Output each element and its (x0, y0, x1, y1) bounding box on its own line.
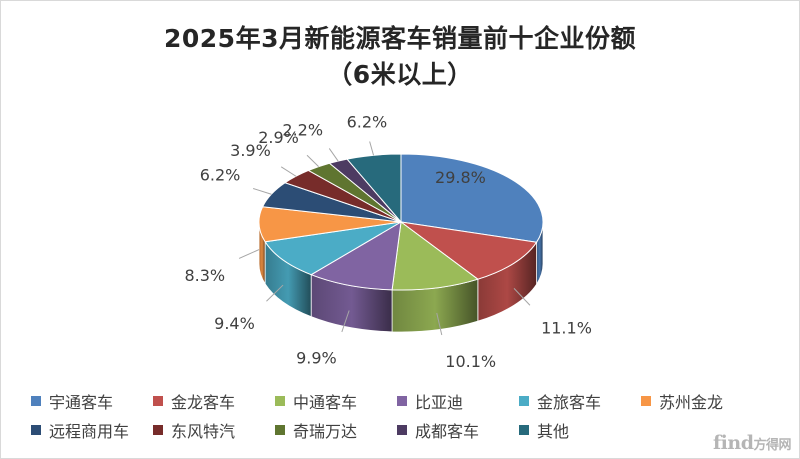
chart-subtitle: （6米以上） (327, 60, 473, 89)
label-leader-6 (238, 249, 260, 259)
legend-item-11: 其他 (519, 418, 641, 442)
legend-item-8: 东风特汽 (153, 418, 275, 442)
pie-slice-2 (400, 221, 538, 280)
legend-item-10: 成都客车 (397, 418, 519, 442)
legend-swatch-8 (153, 425, 163, 435)
legend-swatch-9 (275, 425, 285, 435)
label-leader-9 (306, 154, 319, 167)
legend-item-9: 奇瑞万达 (275, 418, 397, 442)
chart-title: 2025年3月新能源客车销量前十企业份额 (164, 24, 636, 53)
label-leader-11 (369, 141, 374, 156)
watermark-site: 方得网 (753, 438, 791, 453)
label-leader-8 (280, 166, 297, 177)
legend-swatch-4 (397, 396, 407, 406)
legend-swatch-10 (397, 425, 407, 435)
pie-slice-4 (310, 221, 402, 291)
legend-item-5: 金旅客车 (519, 389, 641, 413)
legend-label-1: 宇通客车 (49, 393, 114, 412)
data-label-11: 6.2% (347, 113, 388, 132)
data-label-5: 9.4% (214, 314, 255, 333)
legend-label-11: 其他 (537, 422, 570, 441)
data-label-1: 29.8% (435, 168, 486, 187)
legend-swatch-2 (153, 396, 163, 406)
label-leader-7 (252, 188, 272, 195)
label-leader-2 (513, 288, 531, 306)
legend-swatch-6 (641, 396, 651, 406)
legend: 宇通客车 金龙客车 中通客车 比亚迪 金旅客车 苏州金龙 (31, 389, 763, 413)
label-leader-5 (266, 284, 284, 302)
data-label-7: 6.2% (200, 165, 241, 184)
legend-label-9: 奇瑞万达 (293, 422, 358, 441)
legend-row-2: 远程商用车 东风特汽 奇瑞万达 成都客车 其他 (31, 418, 641, 442)
legend-label-10: 成都客车 (415, 422, 480, 441)
legend-item-6: 苏州金龙 (641, 389, 763, 413)
data-label-8: 3.9% (230, 141, 271, 160)
legend-item-7: 远程商用车 (31, 418, 153, 442)
legend-label-2: 金龙客车 (171, 393, 236, 412)
legend-item-4: 比亚迪 (397, 389, 519, 413)
label-leader-4 (341, 310, 350, 333)
legend-swatch-5 (519, 396, 529, 406)
legend-swatch-3 (275, 396, 285, 406)
data-label-3: 10.1% (445, 352, 496, 371)
data-label-4: 9.9% (296, 349, 337, 368)
legend-item-2: 金龙客车 (153, 389, 275, 413)
legend-label-5: 金旅客车 (537, 393, 602, 412)
watermark: find方得网 (712, 432, 792, 454)
legend-item-3: 中通客车 (275, 389, 397, 413)
pie-slice-1 (400, 153, 544, 243)
legend-item-1: 宇通客车 (31, 389, 153, 413)
pie-slice-3 (391, 221, 479, 291)
legend-label-3: 中通客车 (293, 393, 358, 412)
pie-slice-11 (346, 153, 402, 224)
data-label-2: 11.1% (541, 319, 592, 338)
legend-label-7: 远程商用车 (49, 422, 130, 441)
watermark-brand: find (712, 432, 754, 454)
data-label-6: 8.3% (184, 266, 225, 285)
legend-label-6: 苏州金龙 (659, 393, 724, 412)
legend-label-4: 比亚迪 (415, 393, 464, 412)
label-leader-10 (328, 148, 339, 162)
pie-slices (258, 153, 544, 291)
pie-slice-5 (264, 221, 402, 276)
data-labels: 29.8% 11.1% 10.1% 9.9% 9.4% 8.3% 6.2% 3.9%2.9%2… (184, 113, 591, 371)
legend-swatch-7 (31, 425, 41, 435)
label-leader-3 (436, 312, 443, 336)
data-label-10: 2.2% (282, 121, 323, 140)
legend-swatch-11 (519, 425, 529, 435)
data-label-9: 2.9% (258, 128, 299, 147)
legend-label-8: 东风特汽 (171, 422, 236, 441)
legend-swatch-1 (31, 396, 41, 406)
